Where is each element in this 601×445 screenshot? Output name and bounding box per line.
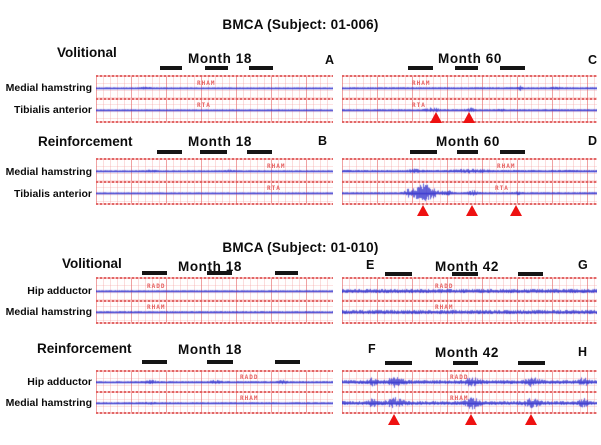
response-marker-triangle bbox=[465, 414, 477, 425]
response-marker-triangle bbox=[430, 112, 442, 123]
month-label: Month 18 bbox=[187, 134, 253, 149]
channel-boundary-line bbox=[96, 412, 333, 414]
stimulus-bar bbox=[408, 66, 433, 70]
panel-letter-a: A bbox=[325, 53, 335, 67]
month-label: Month 42 bbox=[434, 259, 500, 274]
muscle-row-label: Hip adductor bbox=[27, 376, 92, 388]
muscle-row-label: Medial hamstring bbox=[5, 306, 92, 318]
stimulus-bar bbox=[200, 150, 227, 154]
channel-boundary-line bbox=[96, 121, 333, 123]
stimulus-bar bbox=[142, 360, 167, 364]
panel-letter-e: E bbox=[366, 258, 375, 272]
muscle-row-label: Medial hamstring bbox=[5, 397, 92, 409]
condition-label: Reinforcement bbox=[38, 134, 133, 149]
stimulus-bar bbox=[453, 361, 478, 365]
muscle-row-label: Tibialis anterior bbox=[14, 188, 92, 200]
panel-letter-g: G bbox=[578, 258, 588, 272]
month-label: Month 18 bbox=[177, 342, 243, 357]
emg-trace-canvas bbox=[96, 159, 333, 204]
response-marker-triangle bbox=[510, 205, 522, 216]
month-label: Month 42 bbox=[434, 345, 500, 360]
emg-panel-A: RHAMRTA bbox=[96, 75, 333, 123]
stimulus-bar bbox=[457, 150, 478, 154]
stimulus-bar bbox=[207, 360, 233, 364]
emg-trace-canvas bbox=[342, 278, 597, 323]
panel-letter-b: B bbox=[318, 134, 328, 148]
emg-panel-D: RHAMRTA bbox=[342, 158, 597, 205]
stimulus-bar bbox=[205, 66, 228, 70]
stimulus-bar bbox=[500, 66, 525, 70]
panel-letter-f: F bbox=[368, 342, 376, 356]
response-marker-triangle bbox=[525, 414, 537, 425]
channel-boundary-line bbox=[96, 203, 333, 205]
panel-letter-c: C bbox=[588, 53, 598, 67]
channel-boundary-line bbox=[342, 412, 597, 414]
panel-letter-h: H bbox=[578, 345, 588, 359]
channel-boundary-line bbox=[342, 203, 597, 205]
stimulus-bar bbox=[275, 360, 300, 364]
stimulus-bar bbox=[142, 271, 167, 275]
stimulus-bar bbox=[275, 271, 298, 275]
muscle-row-label: Medial hamstring bbox=[5, 82, 92, 94]
emg-trace-canvas bbox=[342, 159, 597, 204]
emg-panel-B: RHAMRTA bbox=[96, 158, 333, 205]
stimulus-bar bbox=[518, 361, 545, 365]
emg-panel-F: RADDRHAM bbox=[96, 370, 333, 414]
stimulus-bar bbox=[160, 66, 182, 70]
stimulus-bar bbox=[157, 150, 182, 154]
stimulus-bar bbox=[518, 272, 543, 276]
stimulus-bar bbox=[249, 66, 273, 70]
response-marker-triangle bbox=[463, 112, 475, 123]
emg-trace-canvas bbox=[342, 371, 597, 413]
channel-boundary-line bbox=[96, 322, 333, 324]
emg-trace-canvas bbox=[96, 371, 333, 413]
muscle-row-label: Tibialis anterior bbox=[14, 104, 92, 116]
emg-trace-canvas bbox=[96, 278, 333, 323]
month-label: Month 18 bbox=[177, 259, 243, 274]
response-marker-triangle bbox=[417, 205, 429, 216]
response-marker-triangle bbox=[388, 414, 400, 425]
stimulus-bar bbox=[385, 361, 412, 365]
stimulus-bar bbox=[247, 150, 272, 154]
condition-label: Volitional bbox=[57, 45, 117, 60]
month-label: Month 60 bbox=[437, 51, 503, 66]
stimulus-bar bbox=[500, 150, 525, 154]
emg-trace-canvas bbox=[96, 76, 333, 122]
response-marker-triangle bbox=[466, 205, 478, 216]
muscle-row-label: Hip adductor bbox=[27, 285, 92, 297]
stimulus-bar bbox=[452, 272, 478, 276]
stimulus-bar bbox=[385, 272, 412, 276]
section-title: BMCA (Subject: 01-010) bbox=[222, 240, 379, 255]
stimulus-bar bbox=[410, 150, 437, 154]
stimulus-bar bbox=[455, 66, 478, 70]
emg-panel-H: RADDRHAM bbox=[342, 370, 597, 414]
condition-label: Reinforcement bbox=[37, 341, 132, 356]
channel-boundary-line bbox=[342, 322, 597, 324]
panel-letter-d: D bbox=[588, 134, 598, 148]
stimulus-bar bbox=[207, 271, 232, 275]
month-label: Month 60 bbox=[435, 134, 501, 149]
muscle-row-label: Medial hamstring bbox=[5, 166, 92, 178]
condition-label: Volitional bbox=[62, 256, 122, 271]
emg-panel-E: RADDRHAM bbox=[96, 277, 333, 324]
emg-panel-G: RADDRHAM bbox=[342, 277, 597, 324]
month-label: Month 18 bbox=[187, 51, 253, 66]
section-title: BMCA (Subject: 01-006) bbox=[222, 17, 379, 32]
